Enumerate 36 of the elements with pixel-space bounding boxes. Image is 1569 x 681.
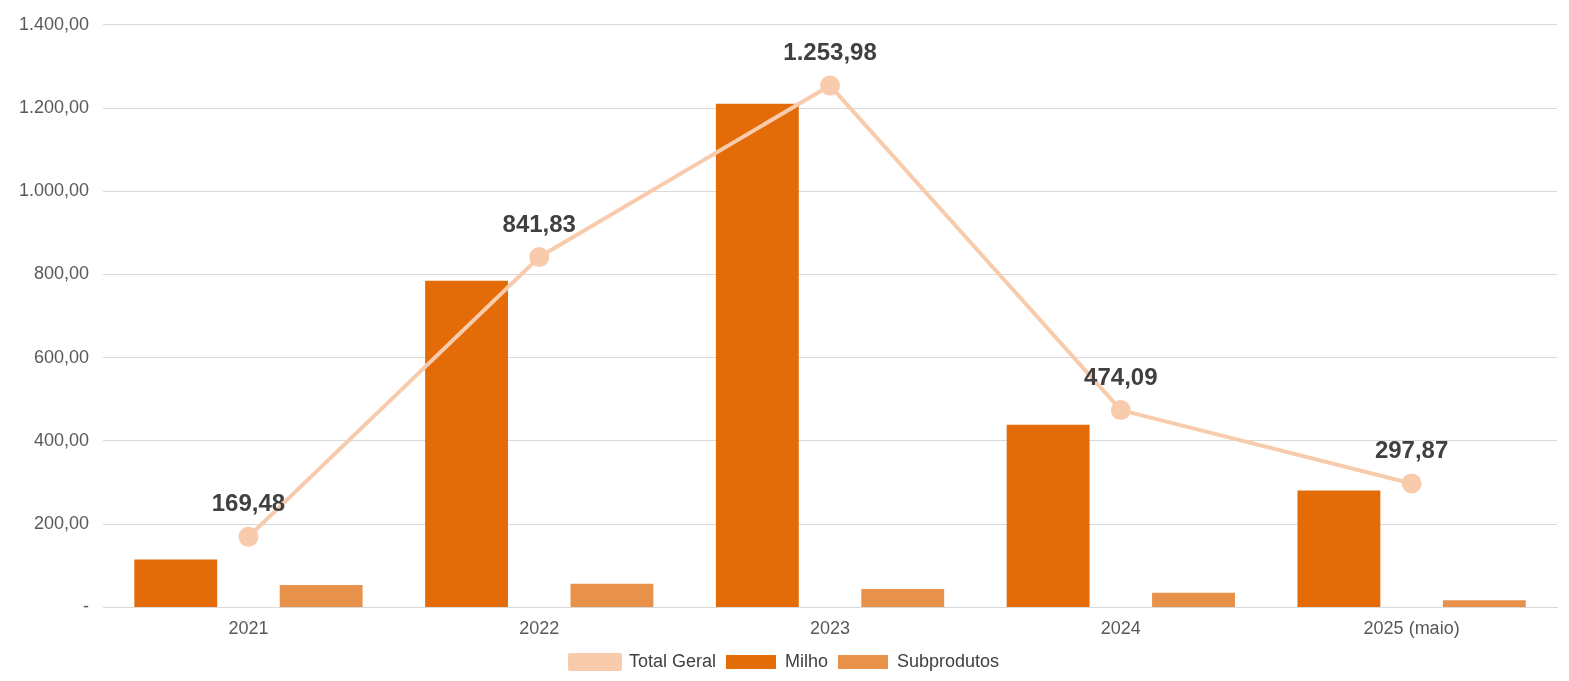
- point: [238, 526, 259, 547]
- point: [820, 75, 841, 96]
- y-tick-label: 400,00: [34, 429, 90, 450]
- bar: [570, 583, 654, 607]
- x-tick-label: 2024: [1100, 618, 1141, 639]
- y-tick-label: 600,00: [34, 346, 90, 367]
- y-tick-label: 800,00: [34, 263, 90, 284]
- y-tick-label: 1.000,00: [18, 180, 90, 201]
- bar: [134, 559, 218, 607]
- data-label: 297,87: [1374, 436, 1449, 464]
- legend-label: Subprodutos: [896, 650, 1000, 671]
- bar: [1442, 600, 1526, 607]
- bar: [715, 103, 799, 607]
- y-tick-label: 200,00: [34, 513, 90, 534]
- x-tick-label: 2023: [810, 618, 851, 639]
- y-tick-label: -: [83, 596, 90, 617]
- bar: [425, 280, 508, 607]
- y-tick-label: 1.200,00: [18, 97, 90, 117]
- bar: [1297, 490, 1381, 607]
- legend-label: Milho: [784, 650, 828, 671]
- data-label: 841,83: [502, 209, 576, 237]
- x-tick-label: 2022: [519, 618, 560, 639]
- x-tick-label: 2021: [228, 618, 269, 639]
- data-label: 1.253,98: [783, 38, 877, 66]
- bar: [861, 589, 945, 607]
- x-tick-label: 2025 (maio): [1363, 618, 1460, 639]
- data-label: 474,09: [1084, 362, 1158, 390]
- point: [1110, 400, 1131, 421]
- y-tick-label: 1.400,00: [18, 13, 90, 34]
- bar: [1006, 424, 1090, 607]
- point: [1401, 473, 1422, 494]
- legend-label: Total Geral: [628, 650, 716, 671]
- data-label: 169,48: [211, 489, 286, 517]
- point: [529, 247, 550, 268]
- bar: [1152, 592, 1235, 607]
- bar: [279, 584, 363, 607]
